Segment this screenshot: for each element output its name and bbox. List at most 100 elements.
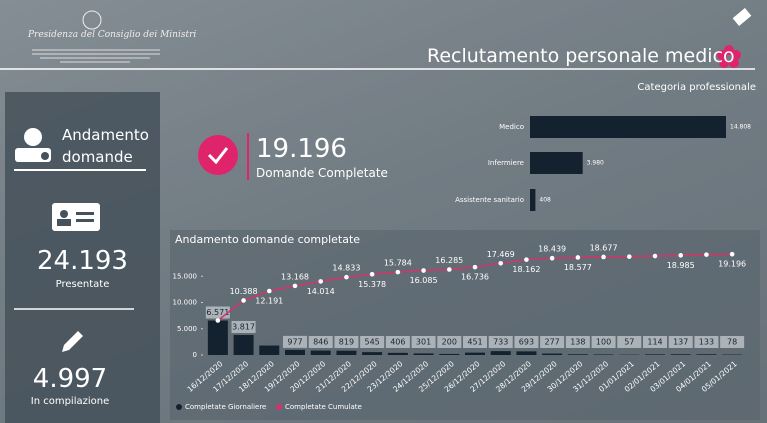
bar — [387, 352, 408, 355]
value-label: 846 — [313, 338, 328, 347]
value-label: 18.985 — [667, 261, 695, 270]
value-label: 16.285 — [435, 256, 463, 265]
bar — [530, 116, 726, 138]
value-label: 137 — [673, 338, 688, 347]
point — [678, 253, 684, 258]
legend-label: Completate Cumulate — [285, 403, 362, 411]
value-label: 16.085 — [410, 276, 438, 285]
point — [601, 254, 606, 260]
value-label: 100 — [596, 338, 611, 347]
bar — [593, 354, 614, 355]
point — [472, 264, 478, 270]
value-label-box — [540, 336, 565, 348]
check-mark — [207, 147, 229, 165]
value-label: 13.168 — [281, 272, 309, 281]
value-label-box — [591, 336, 616, 348]
bar — [465, 352, 485, 355]
value-label: 10.388 — [230, 287, 258, 296]
eraser-icon[interactable] — [732, 8, 752, 26]
point — [344, 274, 349, 280]
bar — [542, 353, 563, 355]
value-label-box — [694, 336, 719, 348]
value-label-box — [437, 336, 462, 348]
value-label: 693 — [519, 338, 534, 347]
value-label: 14.833 — [332, 264, 360, 273]
kpi-value: 19.196 — [256, 134, 347, 164]
bar — [530, 152, 583, 174]
user-icon — [15, 128, 51, 162]
bar — [696, 354, 717, 355]
id-card-icon — [52, 203, 100, 231]
point — [626, 254, 632, 259]
value-label: 14.808 — [730, 124, 751, 131]
value-label-box — [334, 336, 359, 348]
bar — [285, 349, 305, 355]
chart-panel — [170, 230, 760, 420]
category-label: Infermiere — [488, 159, 524, 167]
value-label: 12.191 — [255, 296, 283, 305]
value-label: 451 — [467, 338, 482, 347]
value-label-box — [720, 336, 745, 348]
category-label: Assistente sanitario — [455, 196, 524, 204]
value-label: 57 — [624, 338, 634, 347]
point — [549, 255, 555, 261]
header-lines — [32, 49, 160, 63]
point — [369, 271, 375, 277]
value-label: 18.439 — [538, 245, 566, 254]
point — [241, 298, 246, 303]
legend-label: Completate Giornaliere — [185, 403, 266, 411]
bar — [530, 189, 536, 211]
bar — [567, 354, 588, 355]
value-label: 14.014 — [307, 287, 335, 296]
y-tick-label: 0 — [193, 351, 197, 359]
value-label: 138 — [570, 338, 585, 347]
point — [524, 257, 529, 262]
value-label-box — [565, 336, 590, 348]
left-panel — [5, 92, 160, 423]
bar — [336, 350, 357, 355]
value-label: 6.571 — [206, 308, 229, 317]
panel-heading: Andamento domande — [62, 126, 149, 166]
value-label: 819 — [339, 338, 354, 347]
y-tick-label: 10.000 — [173, 299, 198, 307]
value-label-box — [514, 336, 539, 348]
stat-label: Presentate — [55, 279, 110, 290]
value-label: 15.378 — [358, 280, 386, 289]
bar — [439, 353, 460, 355]
bar — [645, 354, 665, 355]
point — [498, 260, 504, 266]
value-label: 78 — [727, 338, 737, 347]
point — [318, 279, 324, 284]
legend-swatch — [276, 404, 282, 410]
org-name: Presidenza del Consiglio dei Ministri — [28, 30, 197, 40]
value-label-box — [411, 336, 436, 348]
bar — [233, 334, 254, 355]
y-tick-label: 5.000 — [177, 325, 197, 333]
value-label: 977 — [287, 337, 302, 346]
point — [704, 252, 709, 257]
bar — [516, 351, 537, 355]
page-title: Reclutamento personale medico — [427, 45, 735, 67]
value-label: 18.577 — [564, 263, 592, 272]
point — [292, 283, 298, 289]
point — [421, 268, 426, 273]
value-label-box — [360, 336, 385, 348]
value-label: 3.817 — [232, 322, 255, 331]
emblem — [82, 10, 102, 30]
point — [446, 267, 452, 272]
bar — [413, 353, 434, 355]
value-label: 18.677 — [590, 243, 618, 252]
bar — [310, 350, 331, 355]
value-label: 19.196 — [718, 260, 746, 269]
point — [395, 269, 401, 275]
point — [215, 318, 221, 323]
bar — [490, 351, 511, 355]
pencil-icon — [62, 331, 83, 352]
value-label-box — [283, 335, 307, 348]
point — [652, 253, 658, 259]
value-label: 277 — [545, 338, 560, 347]
value-label-box — [308, 336, 333, 348]
chart-title: Categoria professionale — [637, 82, 756, 93]
